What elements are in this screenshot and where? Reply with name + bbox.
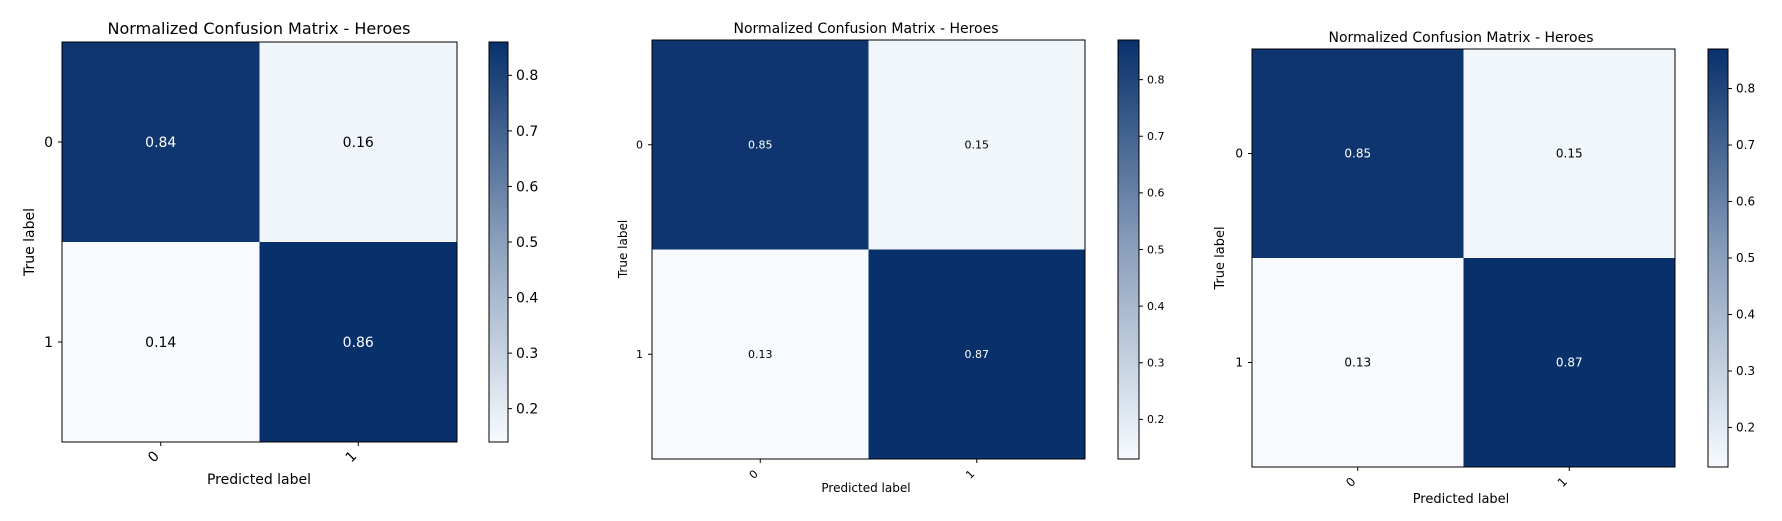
heatmap-cell (259, 242, 457, 442)
x-axis-label: Predicted label (1413, 492, 1510, 507)
y-tick-label: 1 (44, 335, 53, 351)
colorbar-tick-label: 0.5 (516, 235, 538, 251)
colorbar-tick-label: 0.8 (1147, 73, 1165, 86)
colorbar-tick-label: 0.4 (1147, 300, 1165, 313)
colorbar-tick-label: 0.5 (1736, 251, 1755, 265)
colorbar-tick-label: 0.8 (516, 68, 538, 84)
colorbar-tick-label: 0.7 (1147, 130, 1165, 143)
heatmap-cell (652, 249, 869, 459)
plot-frame (1251, 48, 1676, 468)
chart-panel-2: Normalized Confusion Matrix - Heroes 0.8… (616, 21, 1165, 495)
colorbar: 0.2 0.3 0.4 0.5 0.6 0.7 0.8 (488, 41, 538, 443)
cell-value-label: 0.85 (748, 139, 773, 152)
y-tick-label: 0 (1235, 147, 1243, 161)
chart-title: Normalized Confusion Matrix - Heroes (733, 21, 998, 37)
heatmap-cell (259, 42, 457, 242)
chart-panel-1: Normalized Confusion Matrix - Heroes 0.8… (22, 19, 538, 488)
x-tick-label: 0 (747, 467, 761, 481)
y-axis-label: True label (22, 208, 38, 277)
y-tick-label: 1 (1235, 356, 1243, 370)
x-tick-label: 0 (1343, 475, 1358, 490)
colorbar-tick-label: 0.8 (1736, 82, 1755, 96)
heatmap-cell (1463, 258, 1675, 467)
colorbar-tick-label: 0.7 (516, 124, 538, 140)
x-tick-label: 1 (963, 467, 977, 481)
cell-value-label: 0.84 (145, 135, 176, 151)
colorbar-tick-label: 0.6 (516, 179, 538, 195)
chart-title: Normalized Confusion Matrix - Heroes (1328, 30, 1593, 46)
x-tick-label: 1 (1555, 475, 1570, 490)
heatmap-plot: 0.85 0.15 0.13 0.87 0 1 0 1 (636, 39, 1086, 482)
colorbar-tick-label: 0.3 (1736, 364, 1755, 378)
cell-value-label: 0.13 (1344, 356, 1371, 370)
colorbar-tick-label: 0.5 (1147, 243, 1165, 256)
y-axis-label: True label (1213, 226, 1228, 290)
colorbar-tick-label: 0.6 (1147, 187, 1165, 200)
heatmap-plot: 0.84 0.16 0.14 0.86 0 1 0 1 (44, 41, 458, 466)
plot-frame (651, 39, 1086, 460)
colorbar-gradient (1707, 48, 1729, 468)
x-tick-label: 1 (343, 448, 361, 466)
heatmap-cell (652, 40, 869, 250)
heatmap-cell (1252, 258, 1464, 467)
x-tick-label: 0 (145, 448, 163, 466)
colorbar-tick-label: 0.4 (516, 290, 538, 306)
heatmap-cell (868, 40, 1085, 250)
colorbar-tick-label: 0.2 (1147, 413, 1165, 426)
heatmap-plot: 0.85 0.15 0.13 0.87 0 1 0 1 (1235, 48, 1676, 490)
y-axis-label: True label (616, 220, 630, 279)
x-axis-label: Predicted label (207, 472, 311, 488)
plot-frame (61, 41, 458, 443)
cell-value-label: 0.16 (343, 135, 374, 151)
heatmap-cell (62, 42, 260, 242)
heatmap-cell (1463, 49, 1675, 258)
heatmap-cell (1252, 49, 1464, 258)
colorbar-tick-label: 0.7 (1736, 138, 1755, 152)
cell-value-label: 0.15 (1556, 147, 1583, 161)
chart-title: Normalized Confusion Matrix - Heroes (108, 19, 411, 38)
heatmap-cell (62, 242, 260, 442)
x-axis-label: Predicted label (821, 481, 910, 495)
colorbar-tick-label: 0.4 (1736, 308, 1755, 322)
cell-value-label: 0.87 (1556, 356, 1583, 370)
y-tick-label: 1 (636, 348, 643, 361)
colorbar-tick-label: 0.2 (516, 402, 538, 418)
cell-value-label: 0.87 (965, 348, 990, 361)
colorbar-gradient (488, 41, 509, 443)
colorbar: 0.2 0.3 0.4 0.5 0.6 0.7 0.8 (1117, 39, 1165, 460)
colorbar-gradient (1117, 39, 1140, 460)
heatmap-cell (868, 249, 1085, 459)
cell-value-label: 0.15 (965, 139, 990, 152)
cell-value-label: 0.85 (1344, 147, 1371, 161)
colorbar-tick-label: 0.3 (1147, 357, 1165, 370)
colorbar-tick-label: 0.6 (1736, 195, 1755, 209)
y-tick-label: 0 (44, 135, 53, 151)
colorbar: 0.2 0.3 0.4 0.5 0.6 0.7 0.8 (1707, 48, 1755, 468)
colorbar-tick-label: 0.3 (516, 346, 538, 362)
cell-value-label: 0.13 (748, 348, 773, 361)
cell-value-label: 0.86 (343, 335, 374, 351)
chart-panel-3: Normalized Confusion Matrix - Heroes 0.8… (1213, 30, 1755, 507)
y-tick-label: 0 (636, 139, 643, 152)
colorbar-tick-label: 0.2 (1736, 421, 1755, 435)
cell-value-label: 0.14 (145, 335, 176, 351)
